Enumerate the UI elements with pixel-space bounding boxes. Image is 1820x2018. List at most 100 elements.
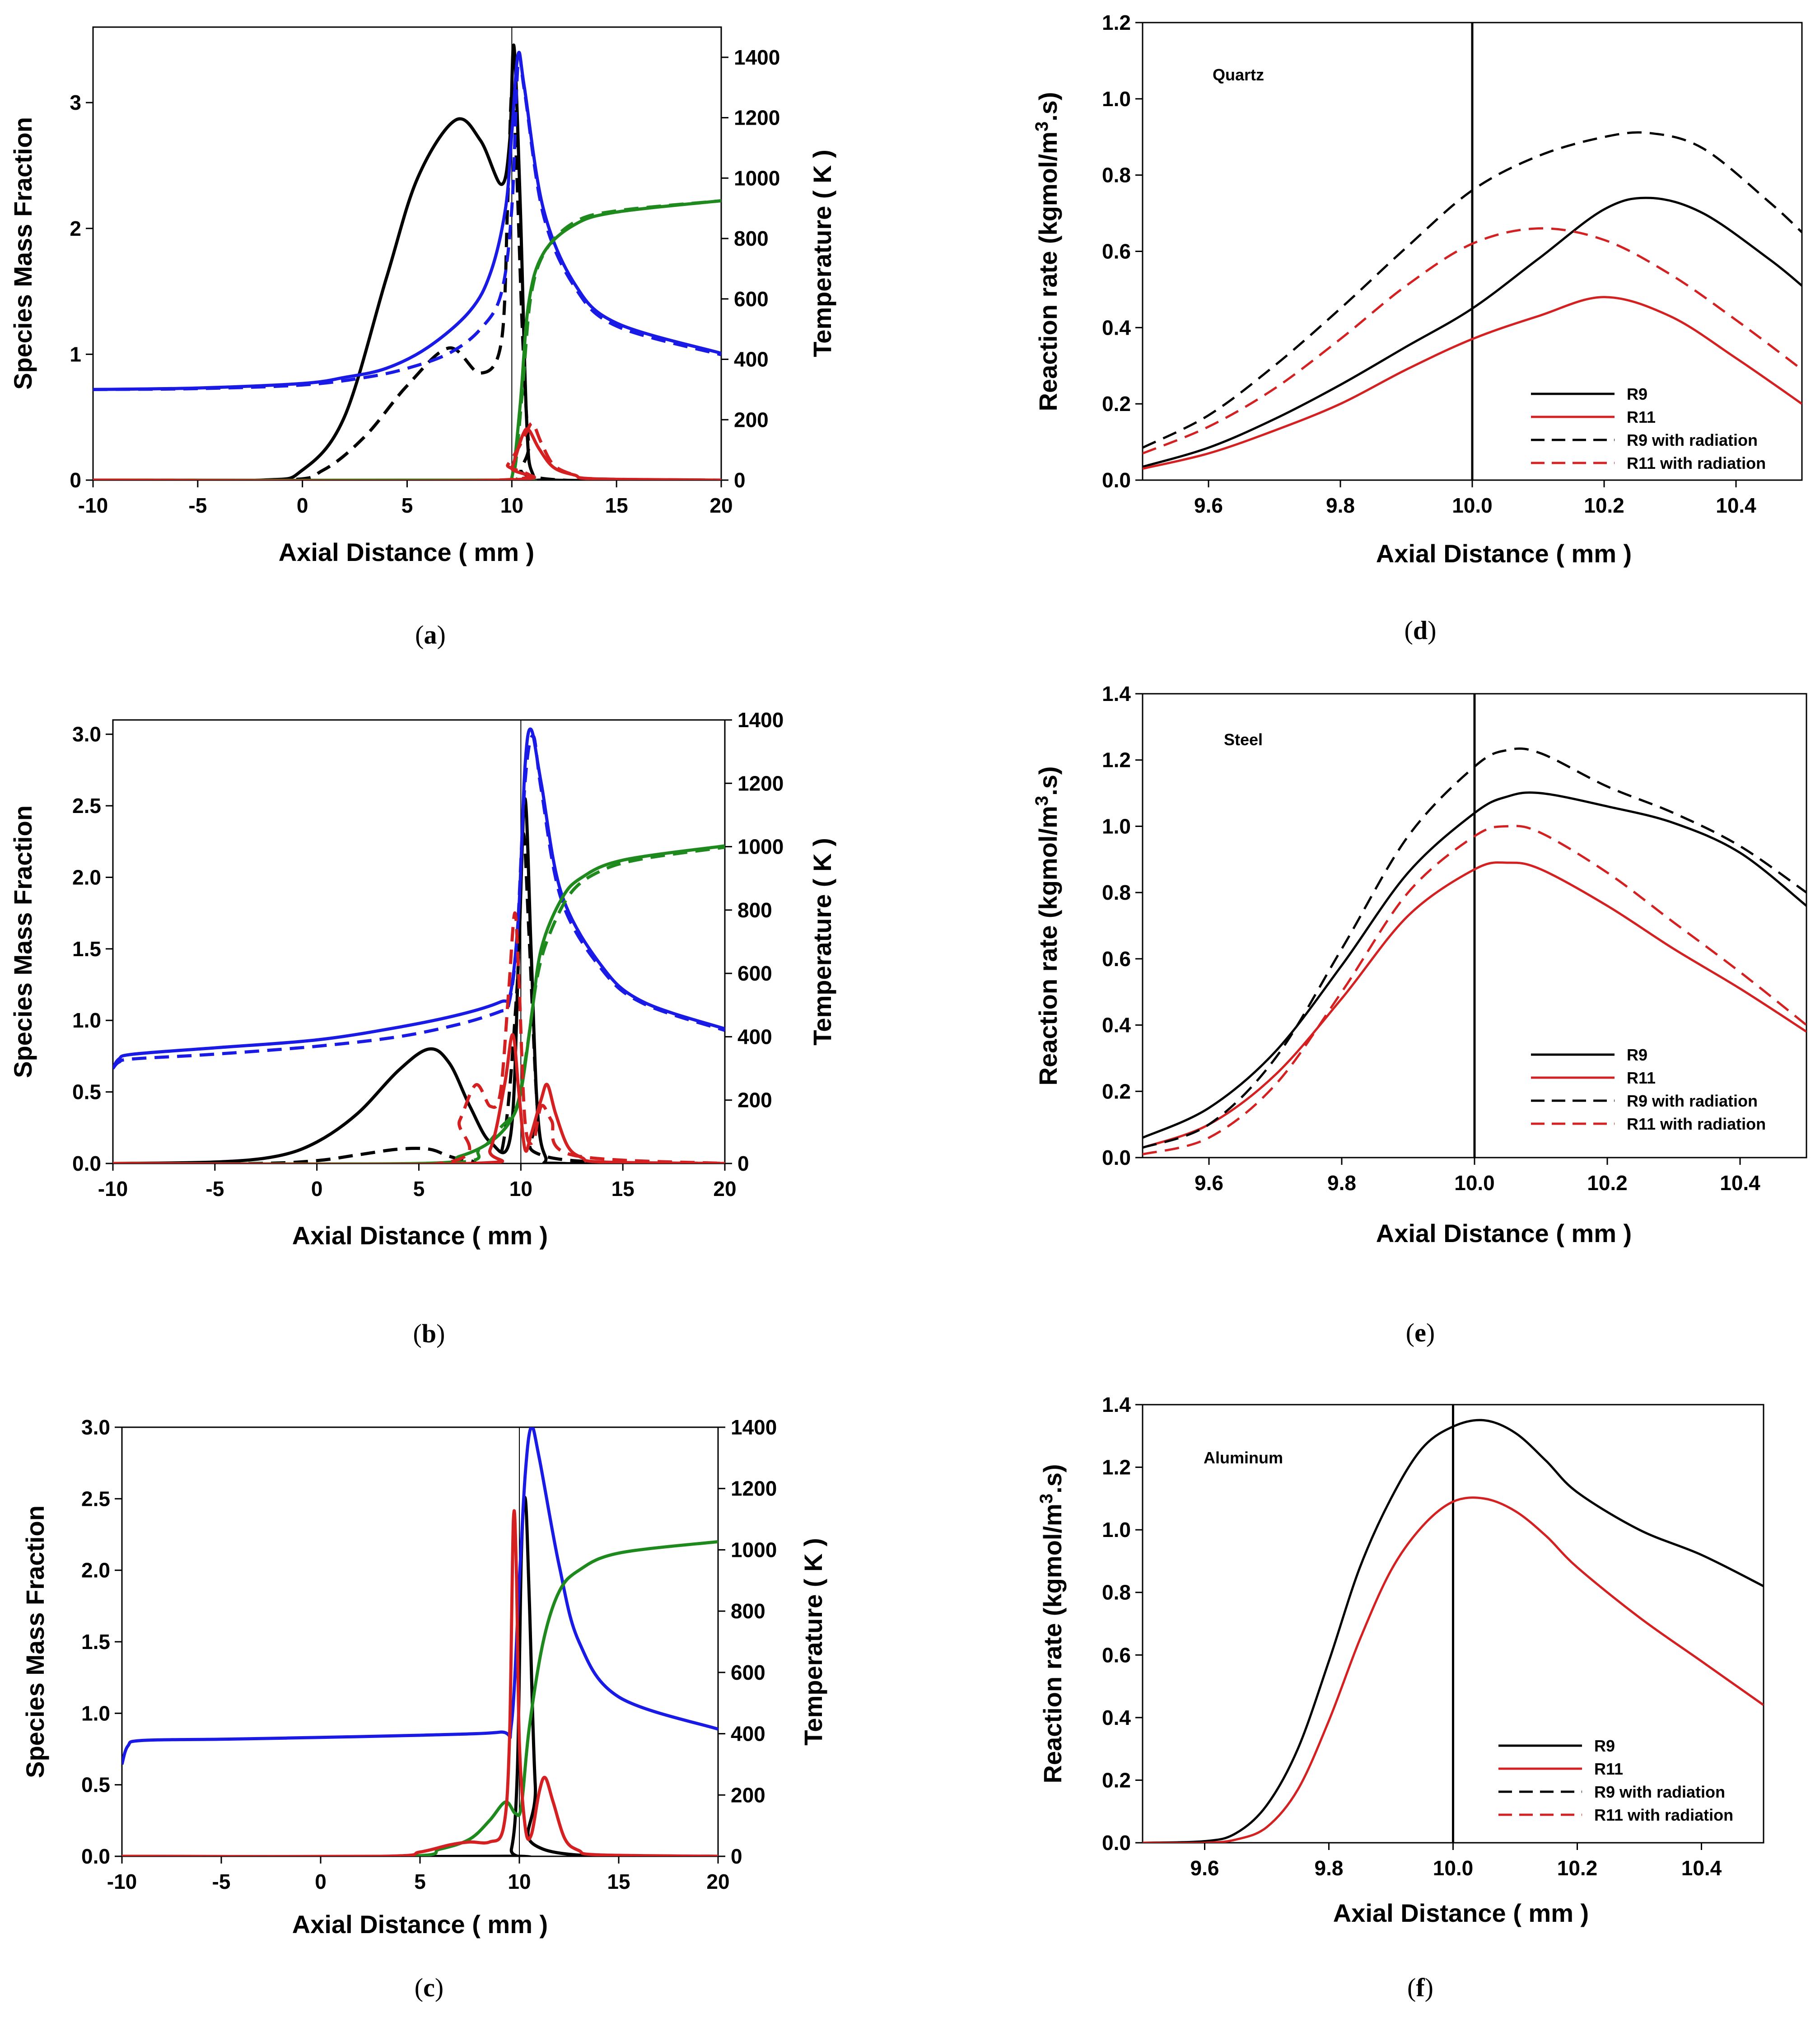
series-line-black-solid [113,797,725,1163]
legend-label: R9 [1594,1737,1615,1755]
legend-label: R9 with radiation [1594,1783,1725,1801]
y-axis-title-main: Reaction rate (kgmol/m [1034,131,1062,411]
panel-caption: (c) [415,1973,443,2002]
series-group [93,43,721,480]
legend-label: R11 [1627,408,1656,426]
legend-label: R9 with radiation [1627,1092,1758,1110]
x-tick-label: 15 [607,1870,630,1893]
x-tick-label: -5 [188,494,207,517]
x-tick-label: 9.8 [1327,1171,1356,1195]
series-line-r11 [1143,296,1802,470]
y-tick-label: 0.6 [1102,947,1131,971]
y2-tick-label: 200 [734,408,769,431]
material-label: Quartz [1213,65,1264,84]
x-tick-label: 9.8 [1315,1856,1344,1880]
series-line-r9-with-radiation [1143,747,1806,1149]
legend-label: R11 with radiation [1627,1115,1766,1133]
panel-caption: (d) [1405,616,1437,645]
x-tick-label: 15 [611,1177,635,1201]
x-tick-label: 9.6 [1194,494,1223,517]
series-line-green-dashed [113,846,725,1163]
y-axis-title: Species Mass Fraction [9,805,37,1078]
x-tick-label: 10.2 [1557,1856,1598,1880]
panel-caption-letter: a [424,620,437,649]
legend: R9 R11 R9 with radiation R11 with radiation [1531,385,1766,472]
y2-axis-title: Temperature ( K ) [808,149,836,357]
y-axis-title-main: Reaction rate (kgmol/m [1038,1504,1067,1783]
y2-tick-label: 600 [737,962,772,985]
y-tick-label: 0.8 [1102,163,1131,187]
y-tick-label: 0.4 [1102,1014,1131,1037]
chart-panel-f: 9.6 9.8 10.0 10.2 10.4 0.0 0.2 0.4 0.6 0.8 1.0 1.2 1… [1036,1393,1764,2002]
y-axis-title-main: Reaction rate (kgmol/m [1034,806,1062,1085]
y2-tick-label: 800 [731,1599,765,1623]
y-tick-label: 0.8 [1102,1581,1131,1604]
y-tick-label: 0 [70,468,81,492]
series-line-r11-with-radiation [1143,825,1806,1156]
x-axis-title: Axial Distance ( mm ) [1333,1899,1589,1927]
legend-label: R9 with radiation [1627,431,1758,449]
y-tick-label: 1.0 [1102,87,1131,111]
x-tick-label: 10.4 [1720,1171,1760,1195]
x-tick-label: -10 [107,1870,137,1893]
y-tick-label: 0.4 [1102,1706,1131,1729]
series-line-red-solid [122,1509,718,1856]
series-line-r9-with-radiation [1143,131,1802,449]
y-tick-label: 1.4 [1102,1393,1131,1416]
legend-label: R11 [1594,1760,1623,1778]
y-axis-title: Reaction rate (kgmol/m3.s) [1032,92,1062,411]
y-axis-title: Reaction rate (kgmol/m3.s) [1036,1464,1067,1784]
y2-tick-label: 1400 [731,1415,777,1439]
y-tick-label: 2.0 [81,1559,110,1582]
y-tick-label: 0.8 [1102,881,1131,904]
x-tick-label: 20 [706,1870,729,1893]
y-tick-label: 0.0 [81,1845,110,1868]
series-line-r9 [1143,1419,1764,1843]
y-tick-label: 1.0 [1102,814,1131,838]
y-axis-title-superscript: 3 [1032,796,1052,806]
y2-tick-label: 1200 [737,771,784,795]
series-line-r11-with-radiation [1143,227,1802,455]
x-tick-label: 0 [311,1177,323,1201]
y-axis-title-superscript: 3 [1036,1494,1056,1504]
y-tick-label: 1.2 [1102,11,1131,34]
series-group [122,1427,718,1856]
y-tick-label: 1.0 [81,1701,110,1725]
x-tick-label: 20 [713,1177,736,1201]
y2-tick-label: 200 [731,1783,765,1807]
legend: R9 R11 R9 with radiation R11 with radiation [1531,1046,1766,1133]
x-tick-label: 0 [315,1870,327,1893]
x-axis-title: Axial Distance ( mm ) [279,538,534,566]
y-tick-label: 1.0 [72,1009,101,1032]
plot-frame [121,1426,719,1857]
y2-tick-label: 800 [734,227,769,250]
x-tick-label: 5 [413,1177,425,1201]
panel-caption-letter: e [1414,1318,1426,1347]
y-tick-label: 2 [70,217,81,240]
y2-tick-label: 1400 [737,708,784,732]
x-tick-label: 10.2 [1584,494,1624,517]
series-line-green-solid [93,199,721,480]
series-line-r11 [1143,861,1806,1149]
plot-frame [92,26,722,481]
y2-tick-label: 600 [731,1661,765,1684]
series-line-red-dashed [113,911,725,1163]
y-tick-label: 1.5 [81,1630,110,1654]
y-axis-title-end: .s) [1038,1464,1067,1494]
y2-tick-label: 0 [731,1845,742,1868]
x-tick-label: 10.0 [1454,1171,1495,1195]
series-line-r9 [1143,196,1802,468]
legend-label: R11 with radiation [1627,454,1766,472]
y-tick-label: 1 [70,342,81,366]
legend: R9 R11 R9 with radiation R11 with radiation [1498,1737,1733,1824]
y-tick-label: 0.0 [72,1152,101,1175]
material-label: Aluminum [1204,1448,1283,1467]
y2-tick-label: 1400 [734,46,780,69]
x-tick-label: 10 [508,1870,531,1893]
y2-tick-label: 400 [737,1025,772,1048]
x-tick-label: 10.0 [1452,494,1493,517]
x-tick-label: 10.4 [1681,1856,1722,1880]
chart-panel-b: -10 -5 0 5 10 15 20 0.0 0.5 1.0 1.5 2.0 2.5 3.0 0 200 40… [9,708,836,1348]
y-tick-label: 0.2 [1102,392,1131,416]
